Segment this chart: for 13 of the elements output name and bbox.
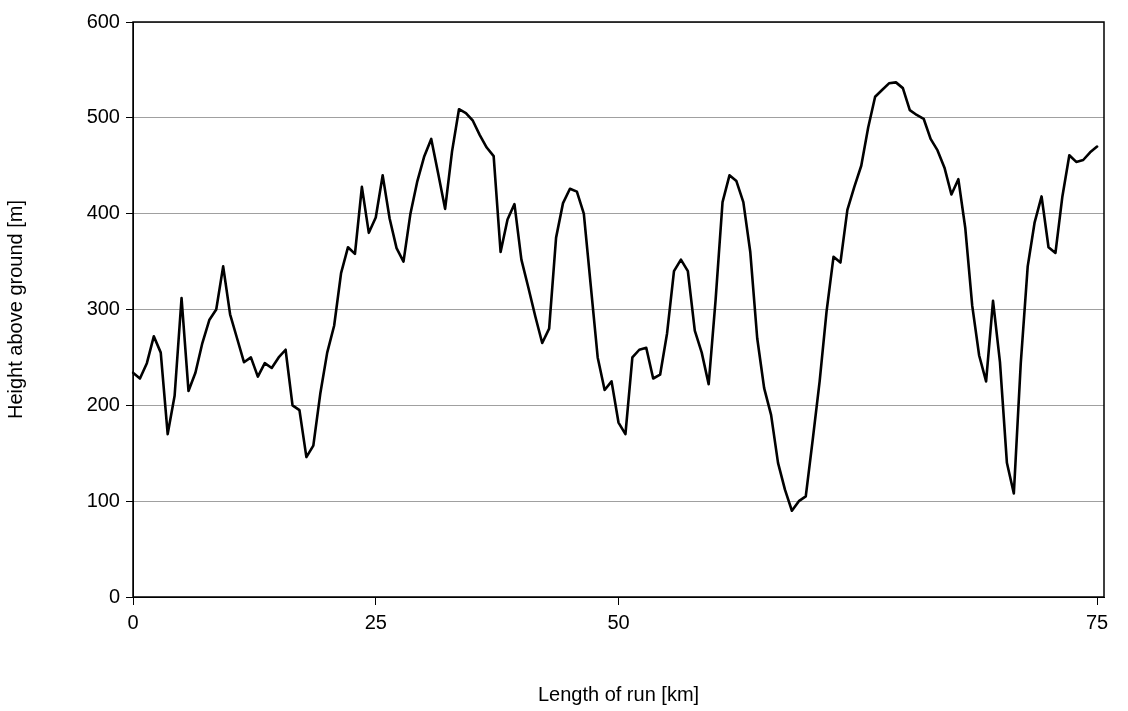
y-tick-label: 500: [86, 105, 120, 128]
x-tick-label: 50: [607, 610, 630, 633]
y-tick-label: 0: [108, 584, 120, 607]
y-tick-label: 600: [86, 9, 120, 32]
y-tick-label: 100: [86, 488, 120, 511]
x-tick-label: 0: [127, 610, 139, 633]
x-tick-label: 75: [1085, 610, 1109, 633]
y-tick-label: 400: [86, 201, 120, 224]
y-tick-label: 200: [86, 392, 120, 415]
y-tick-label: 300: [86, 297, 120, 320]
x-tick-label: 25: [364, 610, 387, 633]
y-axis-title: Height above ground [m]: [3, 199, 26, 420]
x-axis-title: Length of run [km]: [537, 682, 700, 705]
